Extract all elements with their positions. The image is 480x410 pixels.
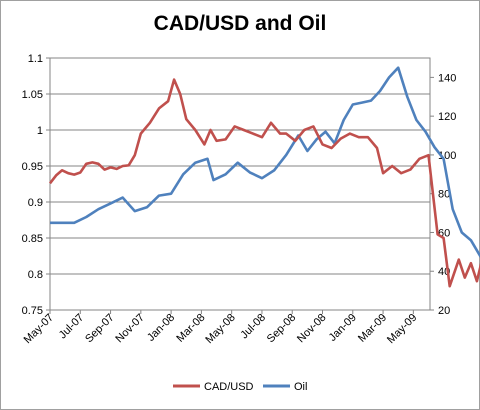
x-tick-label: Nov-07 (113, 312, 147, 346)
left-tick-label: 1 (37, 125, 43, 137)
series-layer (48, 66, 480, 288)
x-tick-label: Sep-08 (265, 312, 299, 346)
x-tick-label: Mar-08 (174, 312, 207, 345)
legend-label-oil: Oil (294, 381, 307, 393)
x-tick-label: Jan-09 (327, 312, 359, 344)
left-tick-label: 1.1 (28, 53, 43, 65)
series-line-oil (50, 66, 480, 258)
x-tick-label: May-09 (385, 312, 419, 346)
right-tick-label: 80 (438, 189, 450, 201)
left-tick-label: 0.85 (22, 233, 43, 245)
chart-title: CAD/USD and Oil (154, 12, 327, 35)
left-tick-label: 0.75 (22, 305, 43, 317)
left-tick-label: 0.9 (28, 197, 43, 209)
left-tick-label: 0.8 (28, 269, 43, 281)
right-tick-label: 20 (438, 305, 450, 317)
left-tick-label: 1.05 (22, 89, 43, 101)
x-tick-label: Mar-09 (356, 312, 389, 345)
x-tick-label: Nov-08 (295, 312, 329, 346)
x-tick-label: Jan-08 (145, 312, 177, 344)
x-tick-label: May-08 (203, 312, 237, 346)
series-line-cad-usd (48, 78, 480, 288)
left-y-axis: 0.75 0.8 0.85 0.9 0.95 1 1.05 1.1 (22, 53, 50, 317)
x-axis: May-07 Jul-07Sep-07Nov-07Jan-08Mar-08May-… (22, 310, 419, 346)
left-tick-label: 0.95 (22, 161, 43, 173)
right-tick-label: 140 (438, 72, 456, 84)
legend: CAD/USD Oil (173, 381, 307, 393)
legend-label-cad-usd: CAD/USD (204, 381, 254, 393)
gridlines (50, 57, 430, 311)
right-tick-label: 120 (438, 111, 456, 123)
x-tick-label: Sep-07 (83, 312, 117, 346)
plot-area (49, 57, 431, 311)
